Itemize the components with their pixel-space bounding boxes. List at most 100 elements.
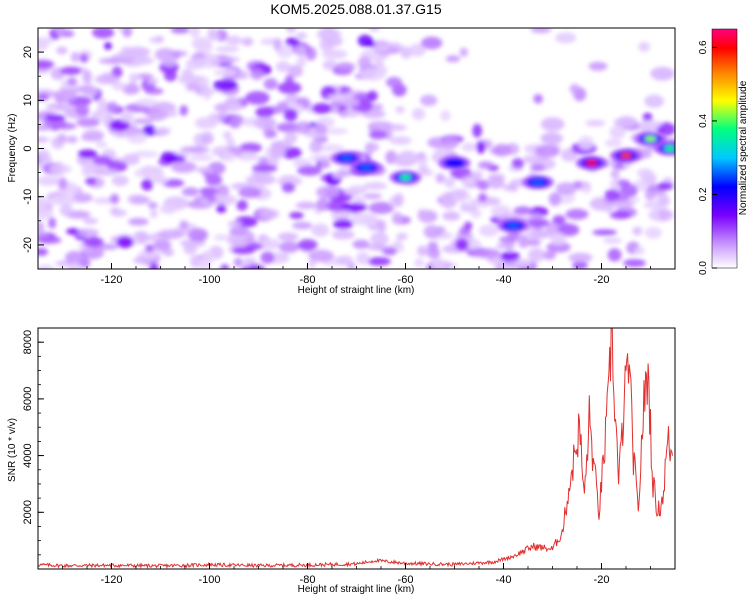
heatmap-cell: [638, 41, 650, 52]
heatmap-texture: [38, 28, 675, 269]
heatmap-cell: [318, 144, 344, 152]
heatmap-cell: [530, 28, 552, 33]
heatmap-cell: [92, 155, 112, 166]
heatmap-feature-core: [644, 135, 657, 142]
heatmap-cell: [619, 183, 638, 198]
heatmap-cell: [331, 208, 351, 222]
heatmap-cell: [65, 250, 85, 264]
heatmap-cell: [555, 182, 578, 195]
heatmap-cell: [604, 139, 623, 147]
heatmap-cell: [277, 81, 302, 95]
heatmap-cell: [220, 264, 230, 269]
snr-x-ticks: -120 -100 -80 -60 -40 -20: [37, 563, 676, 586]
heatmap-feature-core: [448, 159, 461, 166]
x-tick-label: -20: [594, 574, 610, 586]
heatmap-cell: [38, 152, 47, 161]
heatmap-cell: [452, 188, 468, 195]
heatmap-cell: [59, 204, 73, 217]
heatmap-feature-core: [531, 179, 544, 186]
heatmap-cell: [51, 195, 77, 206]
heatmap-cell: [367, 121, 393, 130]
heatmap-cell: [340, 164, 354, 172]
heatmap-cell: [58, 177, 68, 190]
heatmap-cell: [59, 66, 82, 76]
heatmap-cell: [409, 43, 426, 57]
heatmap-cell: [296, 56, 307, 67]
x-tick-label: -60: [398, 274, 414, 286]
heatmap-cell: [393, 193, 404, 207]
heatmap-cell: [552, 215, 566, 225]
heatmap-cell: [364, 142, 380, 152]
heatmap-cell: [167, 50, 188, 57]
heatmap-cell: [569, 83, 580, 95]
heatmap-cell: [142, 124, 157, 137]
heatmap-cell: [38, 236, 62, 244]
heatmap-cell: [273, 38, 282, 51]
heatmap-cell: [427, 247, 441, 259]
heatmap-cell: [527, 218, 550, 228]
heatmap-cell: [648, 208, 675, 222]
heatmap-cell: [122, 83, 140, 95]
heatmap-cell: [294, 45, 308, 56]
heatmap-cell: [111, 175, 129, 187]
heatmap-cell: [223, 131, 232, 140]
heatmap-cell: [277, 232, 299, 242]
heatmap-cell: [38, 111, 46, 122]
heatmap-cell: [528, 248, 546, 262]
heatmap-cell: [395, 106, 405, 114]
heatmap-cell: [111, 66, 123, 79]
heatmap-cell: [70, 51, 80, 63]
heatmap-cell: [478, 224, 499, 237]
heatmap-cell: [464, 221, 473, 231]
colorbar-tick-label: 0.6: [698, 40, 709, 54]
colorbar-tick-label: 0.0: [698, 261, 709, 275]
colorbar-gradient: [711, 28, 738, 269]
heatmap-cell: [462, 177, 475, 186]
heatmap-cell: [588, 61, 608, 71]
heatmap-cell: [239, 142, 263, 153]
heatmap-cell: [77, 228, 99, 238]
heatmap-cell: [145, 244, 155, 253]
heatmap-cell: [149, 209, 158, 219]
heatmap-cell: [249, 68, 264, 80]
heatmap-cell: [84, 245, 103, 260]
heatmap-cell: [263, 78, 278, 90]
heatmap-cell: [292, 221, 313, 230]
y-tick-label: 20: [22, 46, 34, 58]
heatmap-cell: [130, 195, 151, 205]
heatmap-cell: [75, 103, 90, 117]
heatmap-cell: [327, 93, 348, 100]
heatmap-cell: [136, 73, 154, 80]
heatmap-cell: [95, 141, 108, 148]
heatmap-cell: [38, 93, 50, 101]
heatmap-cell: [243, 257, 252, 268]
heatmap-cell: [335, 62, 355, 71]
heatmap-cell: [38, 175, 61, 186]
heatmap-cell: [171, 161, 197, 173]
heatmap-cell: [284, 75, 294, 84]
y-tick-label: 2000: [22, 500, 34, 524]
heatmap-cell: [320, 160, 331, 169]
heatmap-cell: [440, 196, 457, 209]
snr-series: [38, 328, 673, 569]
heatmap-cell: [269, 145, 285, 160]
heatmap-cell: [644, 226, 662, 239]
heatmap-cell: [257, 238, 281, 250]
heatmap-cell: [441, 137, 459, 150]
heatmap-cell: [217, 112, 228, 121]
heatmap-cell: [322, 59, 337, 71]
heatmap-cell: [157, 229, 184, 240]
heatmap-cell: [399, 150, 418, 163]
y-tick-label: 6000: [22, 387, 34, 411]
heatmap-cell: [434, 226, 446, 235]
heatmap-cell: [153, 240, 172, 251]
heatmap-cell: [632, 226, 643, 236]
y-tick-label: -20: [22, 237, 34, 253]
heatmap-cell: [445, 55, 461, 63]
heatmap-cell: [366, 90, 378, 102]
y-tick-label: 4000: [22, 443, 34, 467]
heatmap-cell: [464, 238, 482, 250]
y-tick-label: 10: [22, 94, 34, 106]
heatmap-cell: [53, 122, 77, 130]
heatmap-cell: [592, 229, 618, 236]
